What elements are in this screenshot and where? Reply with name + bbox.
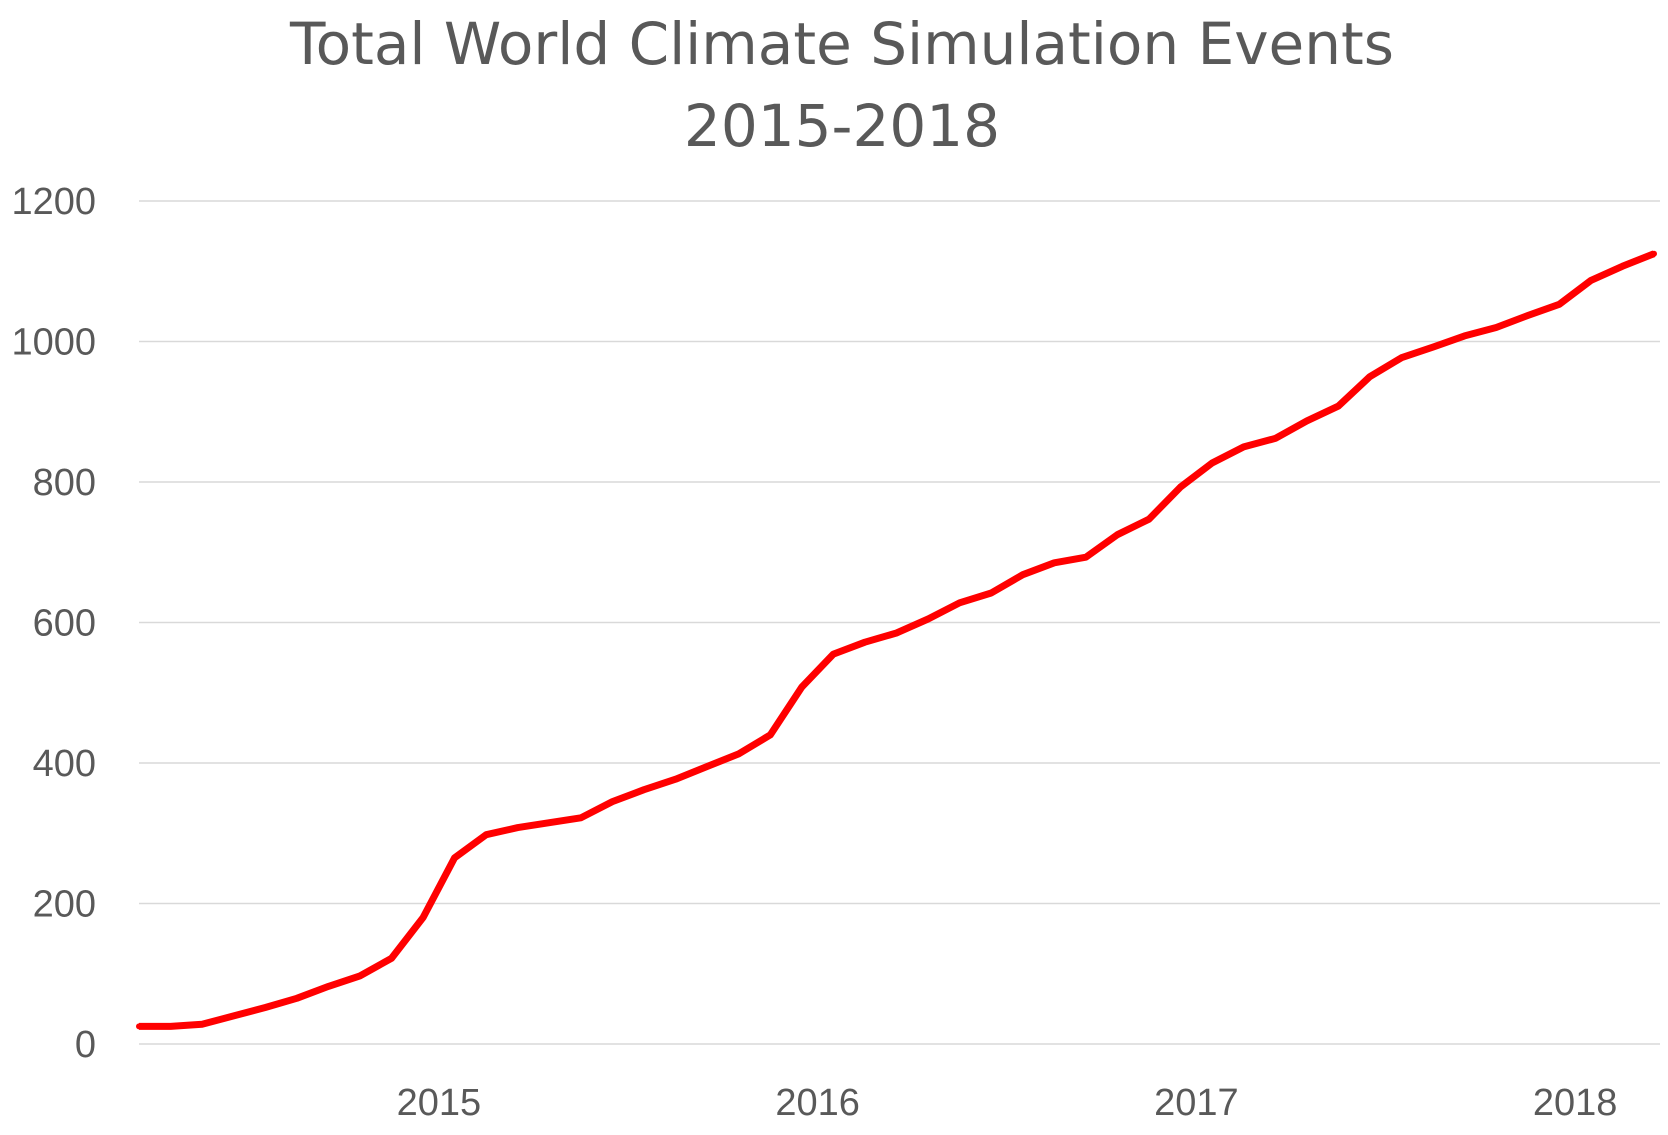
data-point [1461, 332, 1468, 339]
data-point [1366, 373, 1373, 380]
chart-title: Total World Climate Simulation Events [289, 10, 1394, 78]
data-point [893, 630, 900, 636]
y-tick-label: 800 [33, 462, 96, 504]
data-point [262, 1004, 269, 1011]
data-point [1051, 559, 1058, 566]
data-point [1335, 403, 1342, 410]
gridlines [139, 200, 1660, 1045]
data-point [1493, 324, 1500, 331]
data-point [325, 983, 332, 990]
x-tick-label: 2018 [1533, 1082, 1618, 1124]
data-point [451, 854, 458, 861]
data-point [199, 1021, 206, 1028]
data-point [1272, 435, 1279, 442]
data-point [420, 914, 427, 921]
data-point [1651, 250, 1657, 257]
data-point [1240, 443, 1247, 450]
data-point [1209, 460, 1216, 466]
data-point [1398, 354, 1405, 361]
data-point [1303, 417, 1310, 424]
x-axis-tick-labels: 2015 2016 2017 2018 [397, 1082, 1618, 1124]
data-point [230, 1012, 237, 1019]
data-point [1619, 263, 1626, 270]
data-point [1082, 554, 1089, 561]
data-point [1177, 483, 1184, 490]
data-point [925, 616, 932, 622]
data-point [356, 972, 363, 979]
data-point [1430, 344, 1437, 351]
data-point [988, 590, 995, 596]
data-point [1019, 571, 1026, 578]
y-tick-label: 0 [75, 1024, 96, 1066]
data-point [136, 1023, 142, 1030]
data-point [1146, 516, 1152, 523]
data-point [1524, 312, 1531, 319]
data-point [293, 995, 300, 1002]
data-point [956, 599, 963, 606]
data-point [483, 831, 490, 838]
chart-subtitle: 2015-2018 [684, 92, 1000, 160]
data-point [388, 955, 395, 962]
series-line [139, 250, 1656, 1030]
data-point [167, 1023, 174, 1030]
data-point [735, 750, 742, 757]
data-point [1114, 531, 1121, 538]
data-point [641, 786, 647, 793]
data-point [1587, 277, 1594, 284]
y-tick-label: 600 [33, 603, 96, 645]
data-point [514, 824, 521, 831]
data-point [704, 763, 711, 770]
y-axis-tick-labels: 0 200 400 600 800 1000 1200 [11, 181, 96, 1066]
data-point [767, 731, 774, 738]
y-tick-label: 400 [33, 743, 96, 785]
y-tick-label: 200 [33, 884, 96, 926]
data-point [830, 651, 837, 658]
y-tick-label: 1200 [11, 181, 96, 223]
data-point [672, 776, 679, 783]
x-tick-label: 2017 [1154, 1082, 1239, 1124]
series-layer [136, 250, 1657, 1030]
x-tick-label: 2015 [397, 1082, 482, 1124]
data-point [609, 798, 616, 805]
y-tick-label: 1000 [11, 322, 96, 364]
data-point [577, 814, 584, 821]
x-tick-label: 2016 [775, 1082, 860, 1124]
data-point [798, 684, 805, 691]
data-point [1556, 301, 1563, 308]
data-point [546, 819, 553, 826]
data-point [861, 639, 868, 646]
